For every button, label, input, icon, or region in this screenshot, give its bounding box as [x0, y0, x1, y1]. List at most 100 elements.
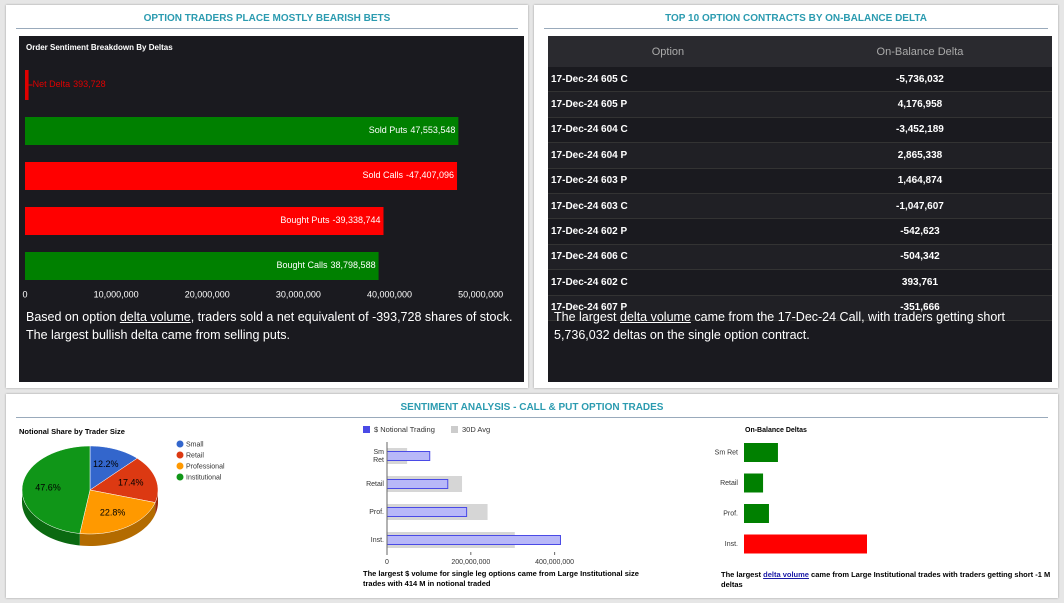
title-rule	[16, 417, 1048, 418]
link[interactable]: delta volume	[119, 310, 191, 324]
x-tick-label: 0	[385, 559, 389, 566]
bar	[386, 507, 468, 517]
table-cell: 17-Dec-24 605 C	[548, 67, 788, 93]
link[interactable]: delta volume	[620, 310, 691, 324]
title-rule	[544, 28, 1048, 29]
chart-title: Order Sentiment Breakdown By Deltas	[26, 43, 173, 52]
bar-label: Sold Calls -47,407,096	[362, 170, 454, 180]
panel-title: OPTION TRADERS PLACE MOSTLY BEARISH BETS	[143, 13, 391, 24]
table-cell: 17-Dec-24 605 P	[548, 91, 788, 118]
table-cell: -3,452,189	[787, 117, 1052, 144]
text: came from Large Institutional trades wit…	[721, 570, 1051, 589]
bar-label: Bought Calls 38,798,588	[277, 260, 376, 270]
category: Sold Puts	[369, 125, 408, 135]
bar	[25, 207, 384, 235]
x-tick-label: 200,000,000	[451, 559, 490, 566]
category: Sold Calls	[362, 170, 403, 180]
value-label: -47,407,096	[406, 170, 454, 180]
slice-label: 47.6%	[35, 482, 61, 492]
bar	[25, 117, 459, 145]
table-cell: 17-Dec-24 607 P	[548, 295, 788, 321]
value-label: 47,553,548	[410, 125, 455, 135]
word: Sm	[374, 449, 385, 456]
table-row: 17-Dec-24 604 C -3,452,189	[548, 117, 1052, 144]
legend-swatch	[176, 473, 184, 481]
y-tick-label: Inst.	[725, 541, 738, 548]
x-tick-label: 0	[22, 289, 27, 299]
table-cell: 17-Dec-24 602 C	[548, 269, 788, 296]
table-row: 17-Dec-24 605 C -5,736,032	[548, 67, 1052, 93]
bar	[386, 451, 431, 461]
header-cell: On-Balance Delta	[787, 36, 1052, 67]
bar	[25, 252, 379, 280]
table-row: 17-Dec-24 605 P 4,176,958	[548, 91, 1052, 118]
table-cell: 17-Dec-24 602 P	[548, 218, 788, 245]
legend-label: Institutional	[186, 474, 222, 481]
text: The largest	[554, 310, 621, 324]
legend-label: $ Notional Trading	[374, 425, 435, 434]
pie-slice	[79, 489, 156, 535]
y-tick-label: Prof.	[369, 509, 384, 516]
link[interactable]: delta volume	[763, 570, 809, 579]
pie-side	[79, 502, 156, 546]
panel-title: SENTIMENT ANALYSIS - CALL & PUT OPTION T…	[400, 402, 664, 413]
text: , traders sold a net equivalent of -393,…	[26, 310, 513, 342]
header-cell: Option	[548, 36, 788, 67]
title-rule	[16, 28, 518, 29]
pie-slice	[89, 445, 138, 491]
y-tick-label: Inst.	[371, 537, 384, 544]
category: Bought Puts	[280, 215, 330, 225]
y-tick-label: Retail	[366, 481, 384, 488]
legend-swatch	[176, 462, 184, 470]
table-row: 17-Dec-24 602 P -542,623	[548, 218, 1052, 245]
pie-slice	[89, 458, 159, 503]
bottom-panel: SENTIMENT ANALYSIS - CALL & PUT OPTION T…	[6, 394, 1058, 598]
slice-label: 22.8%	[100, 507, 126, 517]
table-cell: -1,047,607	[787, 193, 1052, 220]
pie-slice	[21, 445, 91, 534]
table-cell: -504,342	[787, 244, 1052, 271]
summary: The largest delta volume came from the 1…	[554, 308, 1044, 344]
word: Ret	[373, 457, 384, 464]
y-tick-label: Prof.	[723, 510, 738, 517]
table-cell: 17-Dec-24 604 P	[548, 142, 788, 169]
x-tick-label: 400,000,000	[535, 559, 574, 566]
legend-swatch	[451, 426, 458, 433]
note: The largest $ volume for single leg opti…	[363, 569, 639, 588]
bar	[744, 504, 769, 523]
table-cell: -542,623	[787, 218, 1052, 245]
chart-title: On-Balance Deltas	[745, 427, 807, 434]
table-row: 17-Dec-24 603 P 1,464,874	[548, 168, 1052, 194]
table-row: 17-Dec-24 604 P 2,865,338	[548, 142, 1052, 169]
bar-label: Sold Puts 47,553,548	[369, 125, 456, 135]
value-label: 38,798,588	[331, 260, 376, 270]
slice-label: 17.4%	[118, 477, 144, 487]
x-tick-label: 20,000,000	[185, 289, 230, 299]
pie-side	[22, 490, 80, 546]
table-cell: 4,176,958	[787, 91, 1052, 118]
bar	[25, 70, 29, 100]
table-cell: 2,865,338	[787, 142, 1052, 169]
legend-swatch	[176, 451, 184, 459]
text: came from the 17-Dec-24 Call, with trade…	[554, 310, 1005, 342]
slice-label: 12.2%	[93, 459, 119, 469]
note: The largest delta volume came from Large…	[721, 570, 1051, 590]
bar	[25, 162, 458, 190]
category: Net Delta	[33, 79, 71, 89]
table-cell: 393,761	[787, 269, 1052, 296]
legend-label: Retail	[186, 452, 204, 459]
chart-title: Notional Share by Trader Size	[19, 427, 125, 436]
table-cell: 17-Dec-24 603 C	[548, 193, 788, 220]
x-tick-label: 10,000,000	[94, 289, 139, 299]
table-cell: 17-Dec-24 603 P	[548, 168, 788, 194]
bar	[744, 473, 764, 493]
legend-label: Small	[186, 441, 204, 448]
pie-side	[155, 490, 158, 515]
bar-label: Bought Puts -39,338,744	[280, 215, 380, 225]
table-cell: -351,666	[787, 295, 1052, 321]
value-label: 393,728	[73, 79, 106, 89]
x-tick-label: 50,000,000	[458, 289, 503, 299]
x-tick-label: 30,000,000	[276, 289, 321, 299]
